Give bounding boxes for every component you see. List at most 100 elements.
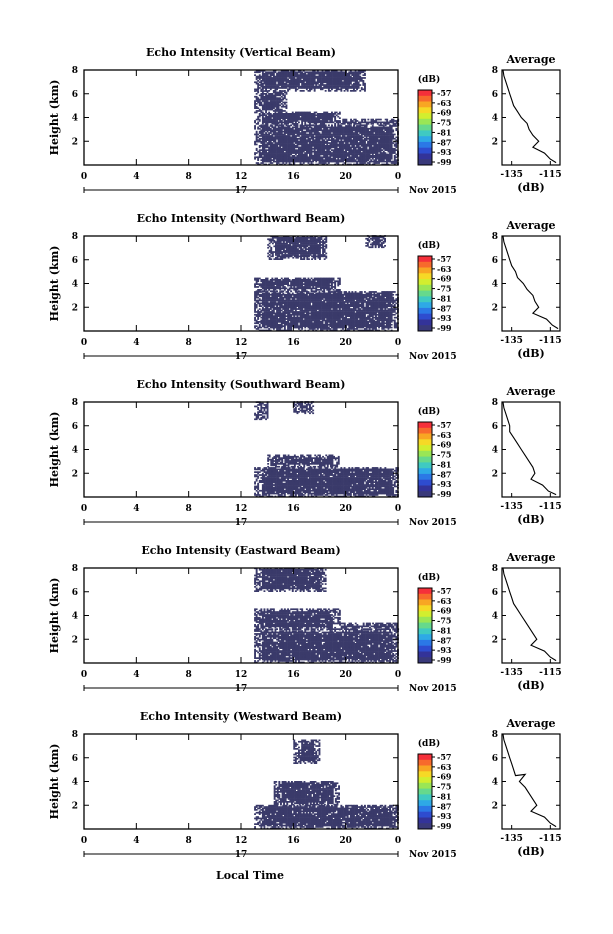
echo-cell — [309, 90, 311, 92]
colorbar-swatch — [418, 113, 432, 119]
average-y-tick-label: 2 — [492, 137, 498, 147]
echo-cell — [359, 90, 361, 92]
colorbar-swatch — [418, 136, 432, 142]
echo-cell — [372, 123, 374, 125]
echo-cell — [364, 83, 366, 85]
echo-cell — [366, 147, 368, 149]
x-tick-label: 0 — [81, 172, 87, 182]
echo-cell — [337, 162, 339, 164]
echo-cell — [331, 117, 333, 119]
x-tick-label: 16 — [287, 172, 300, 182]
y-tick-label: 8 — [72, 66, 78, 76]
echo-cell — [369, 162, 371, 164]
echo-cell — [395, 128, 397, 130]
colorbar-tick-label: -93 — [437, 147, 452, 157]
echo-cell — [256, 144, 258, 146]
colorbar-unit: (dB) — [418, 74, 440, 85]
echo-cell — [256, 148, 258, 150]
colorbar-tick-label: -75 — [437, 118, 451, 128]
echo-cell — [325, 238, 327, 240]
echo-cell — [303, 162, 305, 164]
echo-cell — [350, 123, 352, 125]
average-x-tick-label: -115 — [539, 170, 562, 180]
echo-cell — [337, 116, 339, 118]
echo-cell — [339, 122, 341, 124]
x-tick-label: 20 — [339, 172, 352, 182]
x-tick-label: 0 — [395, 172, 401, 182]
colorbar-tick-label: -81 — [437, 127, 451, 137]
echo-cell — [284, 110, 286, 112]
echo-cell — [367, 119, 369, 121]
colorbar-tick-label: -69 — [437, 108, 452, 118]
colorbar-swatch — [418, 130, 432, 136]
y-tick-label: 2 — [72, 137, 78, 147]
echo-cell — [267, 123, 269, 125]
echo-cell — [259, 119, 261, 121]
colorbar-swatch — [418, 90, 432, 96]
echo-cell — [284, 95, 286, 97]
echo-cell — [286, 106, 288, 108]
average-title: Average — [505, 53, 555, 66]
echo-cell — [340, 90, 342, 92]
echo-cell — [344, 123, 346, 125]
echo-cell — [256, 112, 258, 114]
echo-cell — [384, 245, 386, 247]
echo-cell — [325, 244, 327, 246]
x-tick-label: 12 — [235, 172, 248, 182]
echo-cell — [355, 90, 357, 92]
echo-cell — [395, 149, 397, 151]
echo-cell — [395, 147, 397, 149]
echo-cell — [391, 158, 393, 160]
average-y-tick-label: 4 — [492, 114, 498, 124]
echo-cell — [254, 90, 256, 92]
echo-cell — [271, 162, 273, 164]
echo-cell — [257, 158, 259, 160]
echo-cell — [328, 162, 330, 164]
echo-cell — [259, 324, 261, 326]
echo-cell — [267, 90, 269, 92]
echo-cell — [278, 106, 280, 108]
colorbar-tick-label: -99 — [437, 157, 452, 167]
panel-title: Echo Intensity (Vertical Beam) — [146, 46, 336, 59]
echo-cell — [339, 117, 341, 119]
colorbar-swatch — [418, 154, 432, 160]
average-x-tick-label: -135 — [500, 170, 523, 180]
echo-cell — [347, 90, 349, 92]
echo-cell — [328, 124, 330, 126]
colorbar-swatch — [418, 125, 432, 131]
echo-cell — [298, 122, 300, 124]
panel-title: Echo Intensity (Northward Beam) — [137, 212, 346, 225]
echo-cell — [301, 123, 303, 125]
colorbar-swatch — [418, 119, 432, 125]
echo-cell — [392, 129, 394, 131]
y-tick-label: 4 — [72, 114, 78, 124]
echo-cell — [287, 90, 289, 92]
echo-cell — [364, 141, 366, 143]
echo-cell — [364, 74, 366, 76]
colorbar-tick-label: -63 — [437, 98, 452, 108]
echo-cell — [314, 90, 316, 92]
echo-cell — [394, 134, 396, 136]
date-month-label: Nov 2015 — [409, 186, 457, 196]
echo-cell — [286, 99, 288, 101]
average-y-tick-label: 6 — [492, 90, 498, 100]
colorbar-tick-label: -57 — [437, 88, 451, 98]
echo-cell — [364, 90, 366, 92]
echo-cell — [380, 119, 382, 121]
echo-cell — [286, 162, 288, 164]
echo-cell — [308, 258, 310, 260]
echo-cell — [254, 317, 256, 319]
y-tick-label: 6 — [72, 90, 78, 100]
echo-cell — [364, 86, 366, 88]
colorbar-swatch — [418, 96, 432, 102]
date-day-label: 17 — [235, 186, 248, 196]
echo-cell — [254, 125, 256, 127]
echo-cell — [384, 238, 386, 240]
echo-cell — [345, 119, 347, 121]
echo-cell — [324, 250, 326, 252]
echo-cells — [254, 70, 399, 165]
echo-cell — [386, 119, 388, 121]
